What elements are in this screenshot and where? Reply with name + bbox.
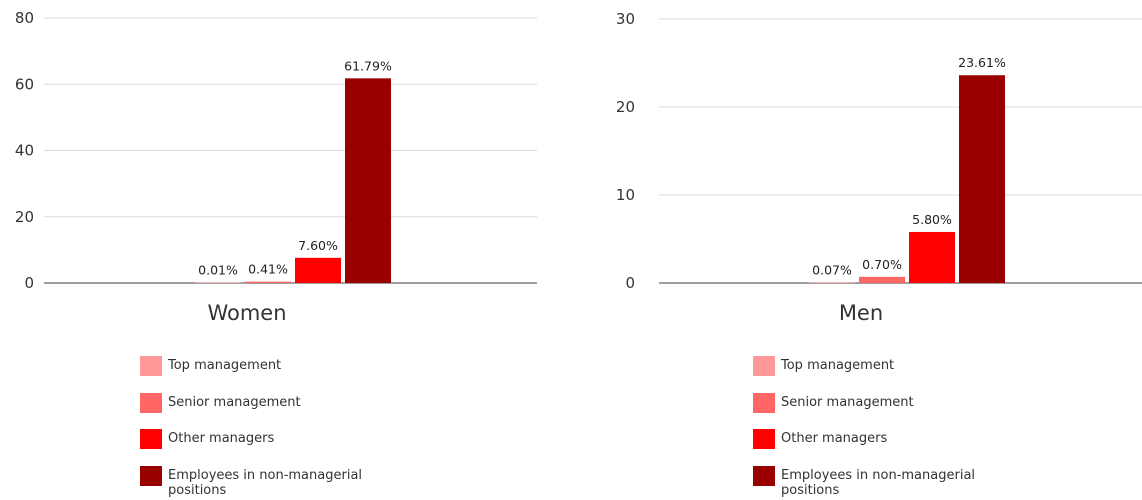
y-tick-label: 30 xyxy=(616,10,635,28)
bar-data-label: 23.61% xyxy=(958,55,1006,70)
legend-item: Employees in non-managerial positions xyxy=(140,464,440,498)
legend-swatch xyxy=(140,356,162,376)
legend-item: Top management xyxy=(140,354,440,376)
men-bar-senior-management xyxy=(859,276,905,283)
men-chart-panel: 0 10 20 30 0.07% 0.70% 5.80% 23.61% Men Top mana… xyxy=(571,0,1142,500)
y-tick-label: 20 xyxy=(15,208,34,226)
legend-swatch xyxy=(753,466,775,486)
y-tick-label: 40 xyxy=(15,142,34,160)
legend-swatch xyxy=(140,466,162,486)
women-bar-top-management xyxy=(195,282,241,283)
category-label: Women xyxy=(207,301,286,325)
legend-swatch xyxy=(753,356,775,376)
bar-data-label: 0.70% xyxy=(862,257,902,272)
y-tick-label: 10 xyxy=(616,186,635,204)
women-bar-employees-in-non-managerial-positions xyxy=(345,78,391,284)
legend-swatch xyxy=(140,429,162,449)
y-tick-label: 0 xyxy=(24,274,34,292)
bar-data-label: 7.60% xyxy=(298,238,338,253)
legend-swatch xyxy=(140,393,162,413)
bar-data-label: 0.01% xyxy=(198,263,238,278)
legend-label: Senior management xyxy=(781,395,914,410)
men-bar-chart: 0 10 20 30 0.07% 0.70% 5.80% 23.61% Men xyxy=(616,10,1142,325)
legend-label: Top management xyxy=(781,358,895,373)
legend-label: Other managers xyxy=(168,431,275,446)
y-tick-label: 0 xyxy=(625,274,635,292)
legend-swatch xyxy=(753,393,775,413)
women-bar-chart: 0 20 40 60 80 0.01% 0.41% 7.60% 61.79% Women xyxy=(15,9,537,325)
y-tick-label: 60 xyxy=(15,75,34,93)
women-bar-senior-management xyxy=(245,281,291,283)
bar-data-label: 0.41% xyxy=(248,262,288,277)
y-tick-label: 80 xyxy=(15,9,34,27)
legend-label: Employees in non-managerial positions xyxy=(781,468,976,498)
legend-item: Senior management xyxy=(753,391,1053,413)
legend-label: Employees in non-managerial positions xyxy=(168,468,363,498)
category-label: Men xyxy=(839,301,883,325)
legend-item: Employees in non-managerial positions xyxy=(753,464,1053,498)
bar-data-label: 0.07% xyxy=(812,262,852,277)
y-tick-label: 20 xyxy=(616,98,635,116)
legend-item: Senior management xyxy=(140,391,440,413)
legend-item: Top management xyxy=(753,354,1053,376)
legend-swatch xyxy=(753,429,775,449)
legend-label: Top management xyxy=(168,358,282,373)
women-bar-other-managers xyxy=(295,257,341,283)
bar-data-label: 61.79% xyxy=(344,58,392,73)
men-bar-other-managers xyxy=(909,231,955,283)
legend-item: Other managers xyxy=(753,427,1053,449)
men-bar-top-management xyxy=(809,282,855,283)
women-chart-panel: 0 20 40 60 80 0.01% 0.41% 7.60% 61.79% Women Top … xyxy=(15,9,537,498)
legend-item: Other managers xyxy=(140,427,440,449)
legend-label: Other managers xyxy=(781,431,888,446)
legend-label: Senior management xyxy=(168,395,301,410)
men-bar-employees-in-non-managerial-positions xyxy=(959,75,1005,284)
bar-data-label: 5.80% xyxy=(912,212,952,227)
